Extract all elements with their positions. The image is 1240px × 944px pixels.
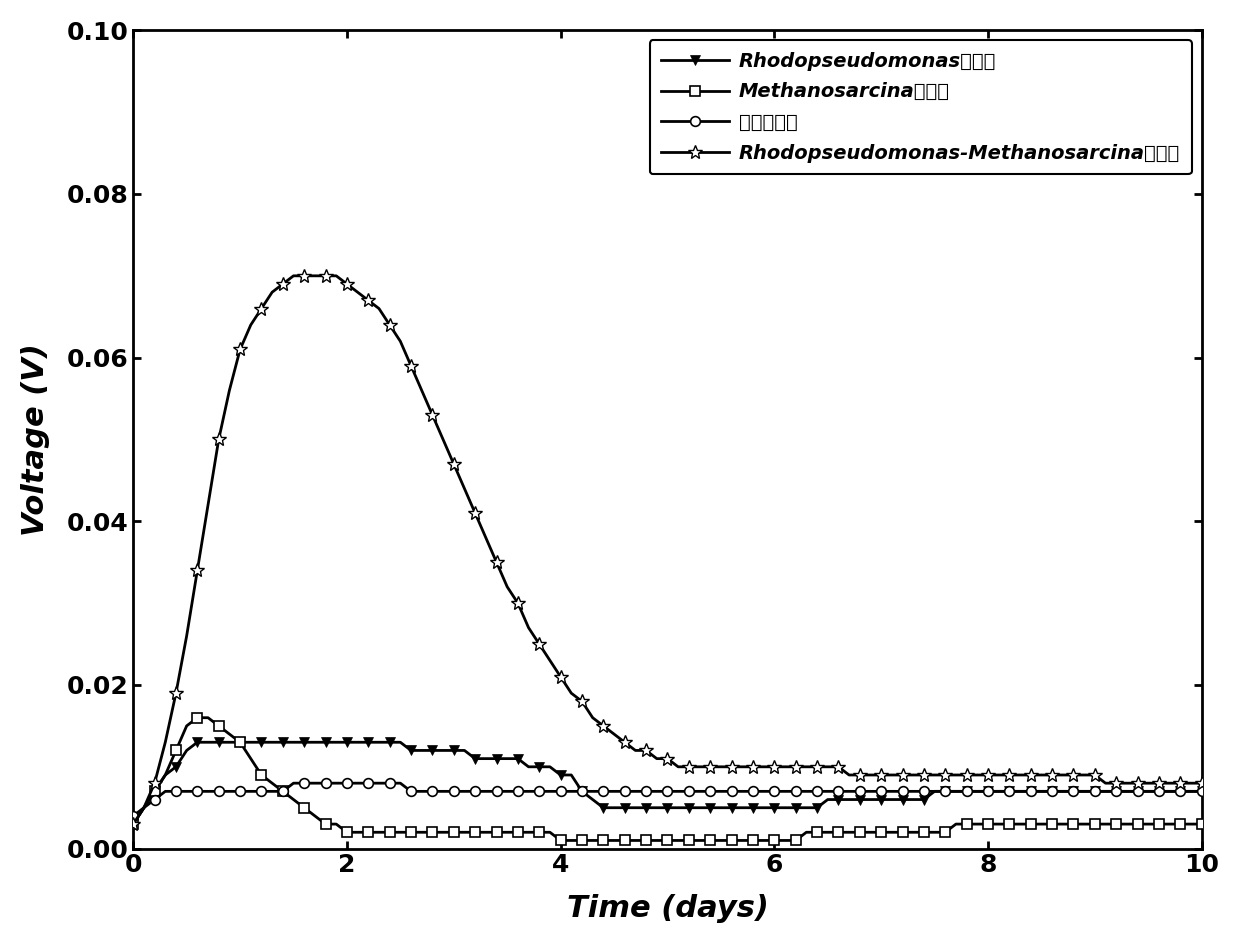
Rhodopseudomonas-Methanosarcina光照组 (403, 361, 418, 372)
无菌光照组 (125, 810, 140, 821)
Methanosarcina黑暗组 (403, 827, 418, 838)
Methanosarcina黑暗组 (949, 818, 963, 830)
无菌光照组 (777, 785, 792, 797)
Rhodopseudomonas光照组 (884, 794, 899, 805)
无菌光照组 (627, 785, 642, 797)
无菌光照组 (1194, 785, 1209, 797)
Line: 无菌光照组: 无菌光照组 (129, 778, 1207, 820)
Methanosarcina黑暗组 (789, 834, 804, 846)
Rhodopseudomonas-Methanosarcina光照组 (777, 761, 792, 772)
X-axis label: Time (days): Time (days) (567, 894, 769, 923)
Rhodopseudomonas-Methanosarcina光照组 (937, 769, 952, 781)
Legend: Rhodopseudomonas光照组, Methanosarcina黑暗组, 无菌光照组, Rhodopseudomonas-Methanosarcina光照: Rhodopseudomonas光照组, Methanosarcina黑暗组, … (650, 40, 1192, 175)
Rhodopseudomonas光照组 (125, 818, 140, 830)
Rhodopseudomonas光照组 (627, 802, 642, 814)
Rhodopseudomonas-Methanosarcina光照组 (125, 818, 140, 830)
Line: Rhodopseudomonas-Methanosarcina光照组: Rhodopseudomonas-Methanosarcina光照组 (126, 269, 1209, 831)
无菌光照组 (937, 785, 952, 797)
Y-axis label: Voltage (V): Voltage (V) (21, 343, 50, 536)
Methanosarcina黑暗组 (553, 834, 568, 846)
无菌光照组 (201, 785, 216, 797)
无菌光照组 (403, 785, 418, 797)
Rhodopseudomonas-Methanosarcina光照组 (627, 745, 642, 756)
无菌光照组 (884, 785, 899, 797)
Methanosarcina黑暗组 (211, 720, 226, 732)
Methanosarcina黑暗组 (125, 818, 140, 830)
Rhodopseudomonas光照组 (1194, 785, 1209, 797)
Line: Rhodopseudomonas光照组: Rhodopseudomonas光照组 (129, 737, 1207, 829)
Rhodopseudomonas光照组 (190, 736, 205, 748)
Rhodopseudomonas光照组 (937, 785, 952, 797)
Methanosarcina黑暗组 (190, 712, 205, 723)
Rhodopseudomonas光照组 (211, 736, 226, 748)
Rhodopseudomonas-Methanosarcina光照组 (1194, 778, 1209, 789)
Methanosarcina黑暗组 (895, 827, 910, 838)
Rhodopseudomonas-Methanosarcina光照组 (884, 769, 899, 781)
Rhodopseudomonas光照组 (403, 745, 418, 756)
Rhodopseudomonas-Methanosarcina光照组 (286, 270, 301, 281)
Line: Methanosarcina黑暗组: Methanosarcina黑暗组 (129, 713, 1207, 845)
Methanosarcina黑暗组 (639, 834, 653, 846)
Rhodopseudomonas-Methanosarcina光照组 (201, 499, 216, 511)
Methanosarcina黑暗组 (1194, 818, 1209, 830)
无菌光照组 (286, 778, 301, 789)
Rhodopseudomonas光照组 (777, 802, 792, 814)
